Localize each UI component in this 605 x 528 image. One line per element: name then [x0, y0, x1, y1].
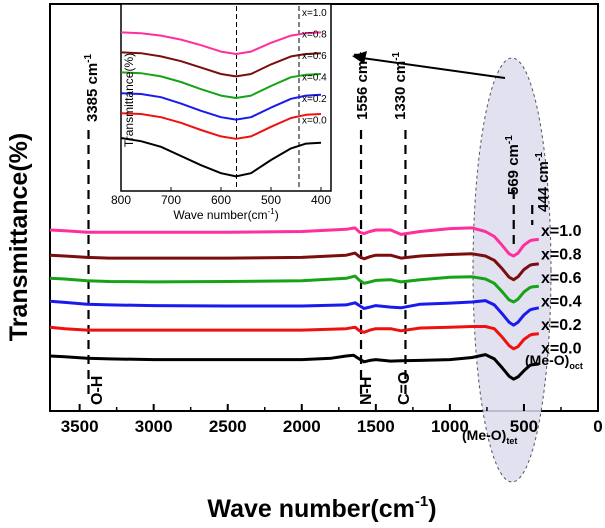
inset-series-label: x=0.0	[302, 116, 327, 127]
main-y-axis-title: Transmittance(%)	[5, 133, 33, 341]
inset-series-line-3	[120, 71, 322, 99]
inset-series-label: x=0.2	[302, 94, 327, 105]
series-label: x=0.6	[541, 270, 582, 287]
inset-series-label: x=1.0	[302, 8, 327, 19]
series-line-4	[49, 251, 539, 282]
x-tick-label: 500	[510, 417, 538, 436]
highlight-ellipse	[472, 57, 552, 483]
peak-annotation: 1330 cm-1	[391, 51, 409, 120]
inset-x-tick-label: 400	[311, 193, 331, 207]
x-tick-label: 1500	[357, 417, 395, 436]
inset-series-line-2	[120, 92, 322, 121]
inset-y-axis-title: Transmittance(%)	[122, 53, 136, 147]
series-label: x=0.8	[541, 247, 582, 264]
inset-series-line-5	[120, 31, 322, 55]
series-line-1	[49, 325, 539, 351]
bond-label: C=O	[396, 372, 413, 405]
x-tick-label: 2000	[283, 417, 321, 436]
inset-arrow	[352, 51, 506, 79]
peak-dashed-lines	[87, 130, 534, 400]
main-x-axis-title: Wave number(cm-1)	[207, 493, 436, 523]
inset-chart: 800 700 600 500 400 x=1.0 x=0.8 x=0.6 x=0.4 x=0.…	[111, 3, 332, 222]
bond-label: O-H	[89, 376, 106, 405]
peak-annotation: 3385 cm-1	[83, 53, 101, 122]
inset-series-label: x=0.8	[302, 30, 327, 41]
series-line-3	[49, 274, 539, 304]
bond-label: N-H	[358, 377, 375, 405]
series-line-5	[49, 226, 539, 258]
inset-x-tick-label: 600	[211, 193, 231, 207]
main-series-labels: x=1.0 x=0.8 x=0.6 x=0.4 x=0.2 x=0.0	[541, 223, 582, 358]
metal-oxygen-label: (Me-O)tet	[462, 427, 517, 446]
series-label: x=0.2	[541, 317, 582, 334]
main-series-group	[49, 226, 540, 381]
x-tick-label: 3000	[135, 417, 173, 436]
series-line-2	[49, 299, 540, 327]
peak-annotation: 569 cm-1	[504, 135, 522, 195]
inset-x-tick-label: 500	[261, 193, 281, 207]
inset-x-ticks: 800 700 600 500 400	[111, 187, 331, 207]
x-tick-label: 2500	[209, 417, 247, 436]
peak-annotation: 444 cm-1	[534, 152, 552, 212]
x-tick-label: 0	[593, 417, 602, 436]
peak-annotations: 3385 cm-1 1556 cm-1 1330 cm-1 569 cm-1 444 c…	[83, 51, 583, 446]
x-tick-label: 3500	[61, 417, 99, 436]
peak-annotation: 1556 cm-1	[353, 51, 371, 120]
series-label: x=0.0	[541, 341, 582, 358]
main-x-ticks: 3500 3000 2500 2000 1500 1000 500 0	[61, 404, 603, 436]
inset-series-group	[120, 31, 322, 178]
inset-series-line-0	[120, 137, 322, 178]
inset-series-line-1	[120, 112, 322, 140]
series-line-0	[49, 353, 539, 381]
inset-series-line-4	[120, 51, 322, 78]
x-tick-label: 1000	[431, 417, 469, 436]
series-label: x=0.4	[541, 294, 582, 311]
inset-x-axis-title: Wave number(cm-1)	[173, 207, 278, 222]
series-label: x=1.0	[541, 223, 582, 240]
inset-series-labels: x=1.0 x=0.8 x=0.6 x=0.4 x=0.2 x=0.0	[302, 8, 327, 127]
inset-x-tick-label: 700	[161, 193, 181, 207]
inset-series-label: x=0.6	[302, 51, 327, 62]
metal-oxygen-label: (Me-O)oct	[525, 352, 583, 371]
inset-series-label: x=0.4	[302, 73, 327, 84]
inset-x-tick-label: 800	[111, 193, 131, 207]
